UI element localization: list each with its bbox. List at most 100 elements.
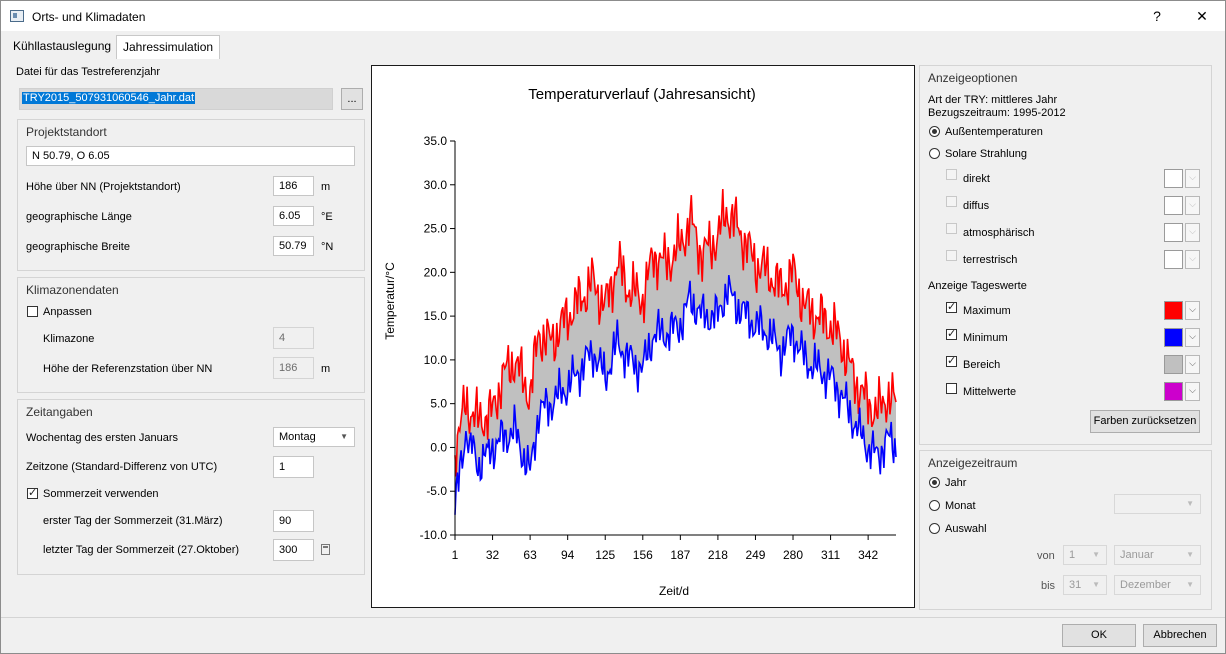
- von-tag-value: 1: [1069, 549, 1076, 561]
- zeitzone-label: Zeitzone (Standard-Differenz von UTC): [26, 461, 218, 473]
- laenge-input[interactable]: 6.05: [273, 206, 314, 226]
- zeitzone-input[interactable]: 1: [273, 456, 314, 478]
- x-axis-label: Zeit/d: [659, 584, 689, 598]
- chevron-down-icon: ▼: [1186, 580, 1194, 589]
- atmosphaerisch-color-swatch[interactable]: [1164, 223, 1183, 242]
- chevron-down-icon[interactable]: ⌵: [1185, 196, 1200, 215]
- hoehe-input[interactable]: 186: [273, 176, 314, 196]
- mittelwerte-color-swatch[interactable]: [1164, 382, 1183, 401]
- refstation-input[interactable]: 186: [273, 357, 314, 379]
- solar-label: Solare Strahlung: [945, 148, 1027, 160]
- chevron-down-icon[interactable]: ⌵: [1185, 328, 1200, 347]
- y-tick-label: 20.0: [424, 265, 448, 279]
- y-tick-label: 10.0: [424, 353, 448, 367]
- calculator-icon[interactable]: [321, 544, 330, 555]
- x-tick-label: 249: [745, 548, 765, 562]
- erster-tag-input[interactable]: 90: [273, 510, 314, 532]
- anzeigezeitraum-title: Anzeigezeitraum: [928, 456, 1018, 470]
- ok-button[interactable]: OK: [1062, 624, 1136, 647]
- chart-title: Temperaturverlauf (Jahresansicht): [528, 86, 756, 103]
- x-tick-label: 156: [633, 548, 653, 562]
- tab-jahressimulation[interactable]: Jahressimulation: [116, 35, 221, 59]
- chevron-down-icon: ▼: [1186, 499, 1194, 508]
- y-axis-label: Temperatur/°C: [383, 262, 397, 340]
- location-field[interactable]: N 50.79, O 6.05: [26, 146, 355, 166]
- diffus-label: diffus: [963, 200, 990, 212]
- chevron-down-icon: ▼: [1186, 550, 1194, 559]
- y-tick-label: 25.0: [424, 222, 448, 236]
- diffus-color-swatch[interactable]: [1164, 196, 1183, 215]
- title-bar: Orts- und Klimadaten ? ✕: [1, 1, 1225, 31]
- laenge-unit: °E: [321, 211, 333, 223]
- wochentag-select[interactable]: Montag ▼: [273, 427, 355, 447]
- klimazone-input[interactable]: 4: [273, 327, 314, 349]
- close-button[interactable]: ✕: [1196, 8, 1208, 24]
- wochentag-label: Wochentag des ersten Januars: [26, 432, 179, 444]
- bereich-color-swatch[interactable]: [1164, 355, 1183, 374]
- browse-button[interactable]: ...: [341, 88, 363, 110]
- letzter-tag-input[interactable]: 300: [273, 539, 314, 561]
- jahr-radio[interactable]: [929, 477, 940, 488]
- anpassen-label: Anpassen: [43, 306, 92, 318]
- help-button[interactable]: ?: [1153, 8, 1161, 24]
- tageswerte-title: Anzeige Tageswerte: [928, 280, 1027, 292]
- file-field[interactable]: TRY2015_507931060546_Jahr.dat: [19, 88, 333, 110]
- aussentemp-radio[interactable]: [929, 126, 940, 137]
- direkt-checkbox[interactable]: [946, 169, 957, 180]
- sommerzeit-label: Sommerzeit verwenden: [43, 488, 159, 500]
- y-tick-label: 35.0: [424, 134, 448, 148]
- monat-select[interactable]: ▼: [1114, 494, 1201, 514]
- tab-kuehllast[interactable]: Kühllastauslegung: [13, 39, 112, 53]
- von-label: von: [1037, 550, 1055, 562]
- aussentemp-label: Außentemperaturen: [945, 126, 1043, 138]
- x-tick-label: 218: [708, 548, 728, 562]
- bereich-checkbox[interactable]: [946, 354, 957, 367]
- projektstandort-title: Projektstandort: [26, 125, 107, 139]
- bis-monat-select[interactable]: Dezember ▼: [1114, 575, 1201, 595]
- monat-label: Monat: [945, 500, 976, 512]
- maximum-color-swatch[interactable]: [1164, 301, 1183, 320]
- minimum-checkbox[interactable]: [946, 327, 957, 340]
- chevron-down-icon[interactable]: ⌵: [1185, 250, 1200, 269]
- chevron-down-icon[interactable]: ⌵: [1185, 355, 1200, 374]
- chevron-down-icon: ▼: [1092, 580, 1100, 589]
- terrestrisch-checkbox[interactable]: [946, 250, 957, 261]
- auswahl-radio[interactable]: [929, 523, 940, 534]
- atmosphaerisch-checkbox[interactable]: [946, 223, 957, 234]
- chevron-down-icon[interactable]: ⌵: [1185, 169, 1200, 188]
- von-monat-select[interactable]: Januar ▼: [1114, 545, 1201, 565]
- terrestrisch-color-swatch[interactable]: [1164, 250, 1183, 269]
- sommerzeit-checkbox[interactable]: [27, 486, 38, 499]
- chevron-down-icon[interactable]: ⌵: [1185, 301, 1200, 320]
- direkt-color-swatch[interactable]: [1164, 169, 1183, 188]
- hoehe-unit: m: [321, 181, 331, 193]
- minimum-color-swatch[interactable]: [1164, 328, 1183, 347]
- chevron-down-icon[interactable]: ⌵: [1185, 223, 1200, 242]
- minimum-series-line: [454, 274, 897, 515]
- solar-radio[interactable]: [929, 148, 940, 159]
- temperature-chart: Temperaturverlauf (Jahresansicht) Temper…: [383, 86, 897, 598]
- von-tag-select[interactable]: 1 ▼: [1063, 545, 1107, 565]
- bereich-label: Bereich: [963, 359, 1001, 371]
- chart-panel: Temperaturverlauf (Jahresansicht) Temper…: [371, 65, 915, 608]
- von-monat-value: Januar: [1120, 549, 1154, 561]
- cancel-button[interactable]: Abbrechen: [1143, 624, 1217, 647]
- y-tick-label: 30.0: [424, 178, 448, 192]
- x-tick-label: 1: [452, 548, 459, 562]
- anpassen-checkbox[interactable]: [27, 306, 38, 317]
- chevron-down-icon[interactable]: ⌵: [1185, 382, 1200, 401]
- footer-divider: [1, 617, 1225, 618]
- bis-tag-select[interactable]: 31 ▼: [1063, 575, 1107, 595]
- maximum-checkbox[interactable]: [946, 300, 957, 313]
- mittelwerte-checkbox[interactable]: [946, 383, 957, 394]
- refstation-label: Höhe der Referenzstation über NN: [43, 363, 213, 375]
- atmosphaerisch-label: atmosphärisch: [963, 227, 1035, 239]
- erster-tag-label: erster Tag der Sommerzeit (31.März): [43, 515, 223, 527]
- breite-label: geographische Breite: [26, 241, 130, 253]
- breite-input[interactable]: 50.79: [273, 236, 314, 256]
- reset-colors-button[interactable]: Farben zurücksetzen: [1090, 410, 1200, 433]
- y-tick-label: 0.0: [430, 440, 447, 454]
- monat-radio[interactable]: [929, 500, 940, 511]
- diffus-checkbox[interactable]: [946, 196, 957, 207]
